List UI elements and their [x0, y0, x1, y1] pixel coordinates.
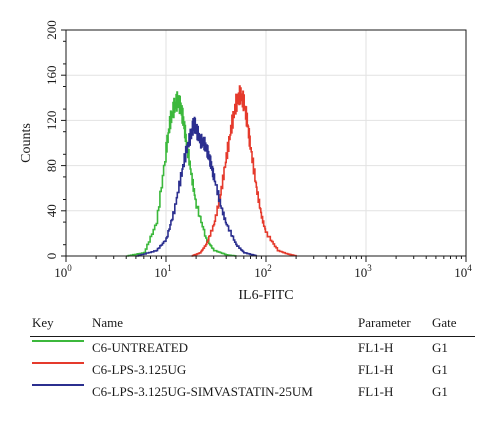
legend-swatch-lps-simvastatin — [32, 384, 84, 386]
legend-row-gate: G1 — [432, 384, 448, 399]
y-tick-label: 0 — [44, 253, 59, 260]
legend-header: Key Name Parameter Gate — [30, 312, 475, 337]
x-tick-label-base: 10 — [454, 265, 467, 280]
y-tick-label: 200 — [44, 20, 59, 40]
x-tick-label-exponent: 3 — [367, 263, 372, 273]
legend-swatch-lps — [32, 362, 84, 364]
series-line-1 — [126, 91, 237, 257]
y-tick-label: 80 — [44, 159, 59, 172]
legend-table: Key Name Parameter Gate C6-UNTREATED FL1… — [30, 312, 475, 403]
legend-swatch-untreated — [32, 340, 84, 342]
legend-row-name: C6-LPS-3.125UG-SIMVASTATIN-25UM — [92, 384, 313, 399]
legend-row-parameter: FL1-H — [358, 362, 394, 377]
x-tick-label: 103 — [354, 263, 372, 280]
legend-header-gate: Gate — [432, 315, 457, 330]
legend-row: C6-LPS-3.125UG-SIMVASTATIN-25UM FL1-H G1 — [30, 381, 475, 403]
x-tick-label-base: 10 — [54, 265, 67, 280]
x-tick-label: 102 — [254, 263, 272, 280]
legend-row-name: C6-UNTREATED — [92, 340, 189, 355]
legend-header-key: Key — [32, 315, 54, 330]
legend-header-name: Name — [92, 315, 124, 330]
legend-row: C6-UNTREATED FL1-H G1 — [30, 337, 475, 359]
x-tick-label-base: 10 — [354, 265, 367, 280]
legend-row-name: C6-LPS-3.125UG — [92, 362, 187, 377]
series-line-2 — [191, 85, 297, 257]
legend-row-gate: G1 — [432, 340, 448, 355]
x-tick-label: 100 — [54, 263, 72, 280]
y-tick-label: 160 — [44, 65, 59, 85]
legend-row-gate: G1 — [432, 362, 448, 377]
y-tick-label: 40 — [44, 204, 59, 217]
legend-row: C6-LPS-3.125UG FL1-H G1 — [30, 359, 475, 381]
series-layer — [126, 85, 297, 257]
x-tick-label-base: 10 — [154, 265, 167, 280]
x-tick-label-exponent: 1 — [167, 263, 172, 273]
x-axis-label: IL6-FITC — [238, 288, 293, 303]
x-tick-label-exponent: 2 — [267, 263, 272, 273]
legend-row-parameter: FL1-H — [358, 340, 394, 355]
legend-row-parameter: FL1-H — [358, 384, 394, 399]
x-tick-label-exponent: 4 — [467, 263, 472, 273]
x-tick-label: 101 — [154, 263, 172, 280]
grid-lines — [65, 29, 467, 257]
y-tick-label: 120 — [44, 111, 59, 130]
x-tick-label-base: 10 — [254, 265, 267, 280]
y-axis-label: Counts — [19, 123, 34, 163]
x-tick-label: 104 — [454, 263, 472, 280]
series-line-3 — [135, 116, 258, 257]
legend-header-parameter: Parameter — [358, 315, 411, 330]
x-tick-label-exponent: 0 — [67, 263, 72, 273]
